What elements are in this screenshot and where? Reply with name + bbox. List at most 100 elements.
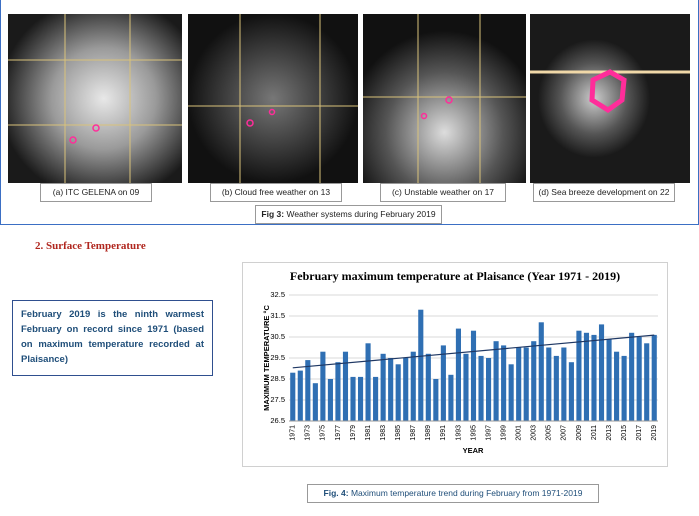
- x-tick-label: 1977: [335, 425, 342, 441]
- panel-caption: (c) Unstable weather on 17: [380, 183, 506, 202]
- x-tick-label: 1999: [500, 425, 507, 441]
- bar: [508, 364, 514, 421]
- bar: [350, 376, 356, 421]
- y-tick-label: 29.5: [270, 353, 285, 362]
- satellite-images: [8, 14, 690, 183]
- figure-label: Fig. 4:: [323, 488, 349, 498]
- x-tick-label: 1989: [425, 425, 432, 441]
- x-tick-label: 2001: [516, 425, 523, 441]
- bar: [478, 355, 484, 421]
- bar: [531, 341, 537, 421]
- bar: [388, 358, 394, 421]
- bar: [598, 324, 605, 421]
- x-tick-label: 2009: [576, 425, 583, 441]
- x-tick-label: 1981: [365, 425, 372, 441]
- bar: [440, 345, 446, 421]
- x-tick-label: 2017: [636, 425, 643, 441]
- bar: [418, 309, 424, 421]
- bar: [538, 322, 544, 421]
- image-c: [363, 14, 526, 183]
- bar: [493, 341, 499, 421]
- x-tick-label: 1991: [440, 425, 447, 441]
- y-tick-label: 28.5: [270, 374, 285, 383]
- bar: [395, 364, 401, 421]
- bar: [380, 353, 386, 421]
- contours: [69, 69, 627, 144]
- bar: [591, 334, 597, 421]
- figure-caption: Fig. 4: Maximum temperature trend during…: [307, 484, 599, 503]
- bar: [621, 355, 627, 421]
- x-tick-label: 2011: [591, 425, 598, 440]
- chart: February maximum temperature at Plaisanc…: [242, 262, 668, 467]
- x-tick-label: 1971: [290, 425, 297, 441]
- bar: [425, 353, 431, 421]
- y-tick-label: 32.5: [270, 290, 285, 299]
- bar: [297, 370, 303, 421]
- figure-caption-text: Weather systems during February 2019: [286, 209, 436, 219]
- bar: [553, 355, 559, 421]
- bar: [486, 358, 492, 421]
- x-tick-label: 2019: [651, 425, 658, 441]
- bar: [651, 334, 657, 421]
- bar: [455, 328, 461, 421]
- chart-title: February maximum temperature at Plaisanc…: [290, 269, 620, 283]
- bar: [305, 360, 311, 421]
- bar: [523, 347, 529, 421]
- x-tick-label: 1979: [350, 425, 357, 441]
- bar: [448, 374, 454, 421]
- bar: [576, 330, 582, 421]
- bar: [501, 345, 507, 421]
- bar: [312, 383, 318, 421]
- bar: [433, 379, 439, 421]
- y-tick-label: 31.5: [270, 311, 285, 320]
- bar: [327, 379, 333, 421]
- section-heading: 2. Surface Temperature: [35, 240, 146, 252]
- bar: [290, 372, 296, 421]
- bar: [561, 347, 567, 421]
- bar: [403, 358, 409, 421]
- y-tick-label: 27.5: [270, 395, 285, 404]
- callout: February 2019 is the ninth warmest Febru…: [12, 300, 213, 376]
- figure-caption-text: Maximum temperature trend during Februar…: [350, 488, 583, 498]
- bar: [516, 347, 522, 421]
- image-b: [188, 14, 358, 183]
- panel-caption: (b) Cloud free weather on 13: [210, 183, 342, 202]
- x-tick-label: 1997: [485, 425, 492, 441]
- y-axis-label: MAXIMUM TEMPERATURE °C: [262, 305, 271, 411]
- bar: [546, 347, 552, 421]
- bar: [644, 343, 650, 421]
- bar: [342, 351, 349, 421]
- x-tick-label: 2013: [606, 425, 613, 441]
- figure-label: Fig 3:: [261, 209, 285, 219]
- bar: [629, 332, 635, 421]
- bar: [357, 376, 364, 421]
- y-tick-label: 26.5: [270, 416, 285, 425]
- panel-caption: (d) Sea breeze development on 22: [533, 183, 675, 202]
- x-tick-label: 1975: [320, 425, 327, 441]
- bar: [365, 343, 371, 421]
- figure-caption: Fig 3: Weather systems during February 2…: [255, 205, 442, 224]
- x-axis-label: YEAR: [463, 446, 484, 455]
- bar: [568, 362, 574, 421]
- x-tick-label: 2007: [561, 425, 568, 441]
- bar: [606, 339, 612, 421]
- bar: [373, 376, 379, 421]
- y-tick-label: 30.5: [270, 332, 285, 341]
- bar: [583, 332, 590, 421]
- x-tick-label: 1995: [470, 425, 477, 441]
- trend-line: [292, 334, 655, 369]
- image-a: [8, 14, 182, 183]
- x-tick-label: 2005: [546, 425, 553, 441]
- bar: [320, 351, 326, 421]
- bar: [463, 353, 469, 421]
- x-tick-label: 1985: [395, 425, 402, 441]
- image-d: [530, 14, 690, 183]
- panel-caption: (a) ITC GELENA on 09: [40, 183, 152, 202]
- x-tick-label: 1987: [410, 425, 417, 441]
- bar: [470, 330, 477, 421]
- bar: [614, 351, 620, 421]
- x-tick-label: 2003: [531, 425, 538, 441]
- bar: [335, 362, 341, 421]
- x-tick-label: 1993: [455, 425, 462, 441]
